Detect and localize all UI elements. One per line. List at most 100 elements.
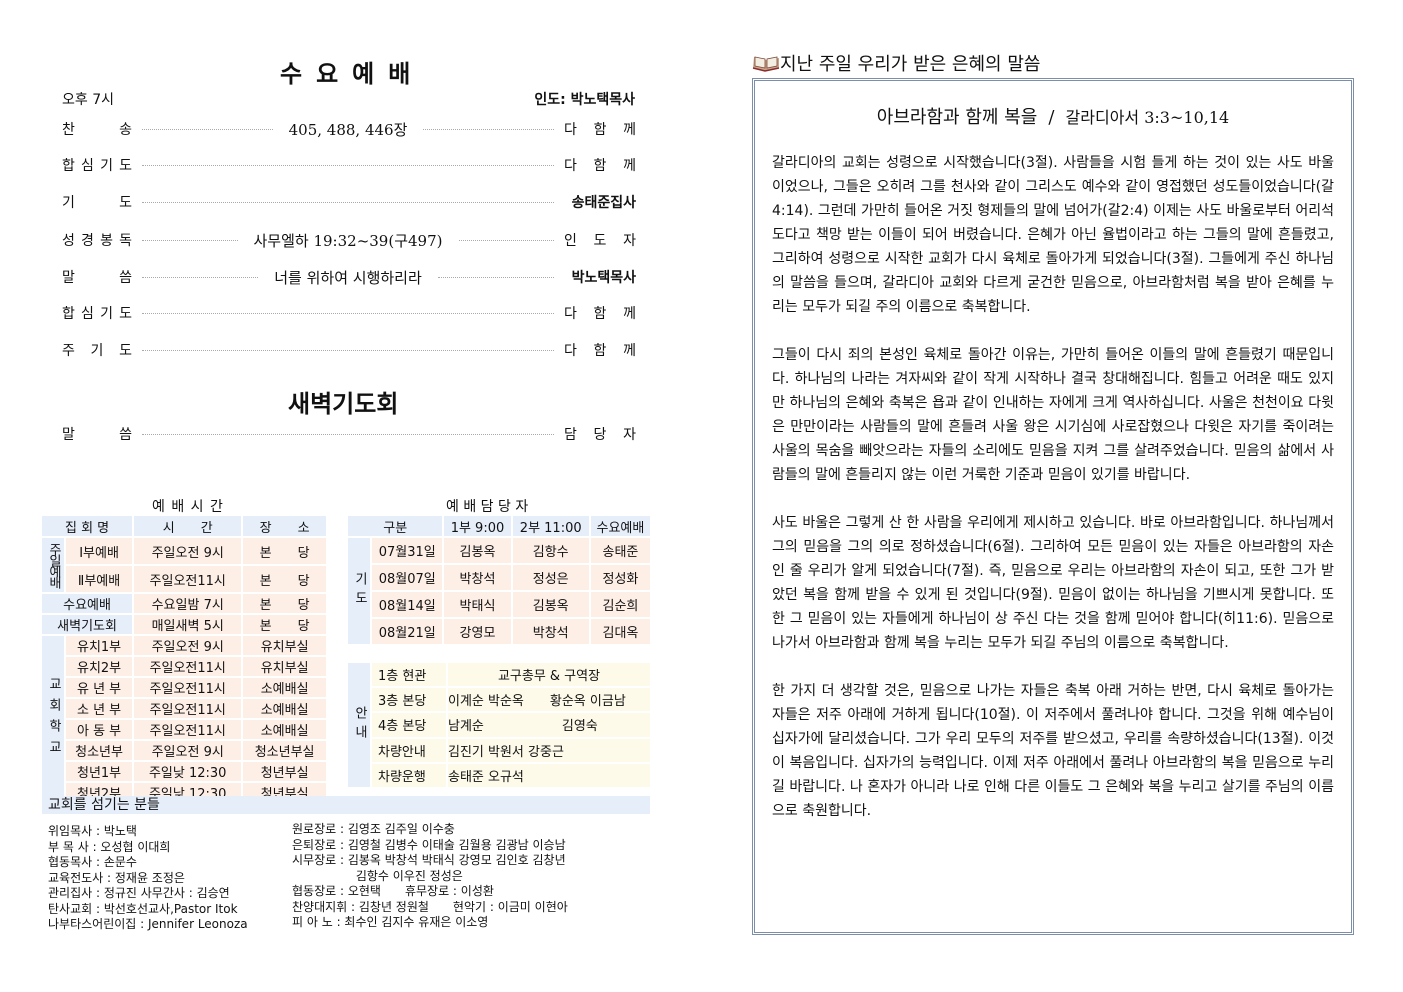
label-char: 께 — [623, 158, 636, 174]
column-header: 구분 — [348, 516, 443, 536]
label-char: 자 — [623, 233, 636, 249]
cell-names: 김진기 박원서 강중근 — [448, 738, 650, 762]
label-char: 씀 — [119, 270, 132, 286]
servant-line: 위임목사 : 박노택 — [48, 824, 137, 838]
table-row: 청년1부 주일낮 12:30 청년부실 — [42, 762, 326, 781]
cell-place: 본 당 — [243, 594, 326, 613]
label-char: 송 — [119, 122, 132, 138]
cell-name: 유치1부 — [66, 636, 133, 655]
schedule-title: 예 배 시 간 — [152, 499, 224, 515]
sermon-paragraph: 그들이 다시 죄의 본성인 육체로 돌아간 이유는, 가만히 들어온 이들의 말… — [772, 347, 1334, 483]
sermon-separator: / — [1048, 107, 1055, 128]
cell-first: 박태식 — [444, 592, 511, 617]
servant-line: 교육전도사 : 정재윤 조정은 — [48, 870, 185, 885]
cell-name: 새벽기도회 — [42, 615, 133, 634]
servant-line: 찬양대지휘 : 김창년 정원철 현악기 : 이금미 이현아 — [292, 899, 568, 914]
column-header: 시 간 — [134, 516, 242, 536]
dotted-leader — [142, 201, 554, 203]
cell-time: 주일오전11시 — [134, 699, 242, 718]
order-content: 405, 488, 446장 — [288, 120, 408, 139]
cell-place: 본 당 — [243, 538, 326, 564]
order-row: 기 도 송태준집사 — [62, 192, 636, 212]
label-char: 께 — [623, 343, 636, 359]
cell-name: 유치2부 — [66, 657, 133, 676]
group-label-guide: 안내 — [348, 663, 370, 787]
table-row: 08월21일 강영모 박창석 김대옥 — [348, 619, 650, 644]
cell-time: 주일오전 9시 — [134, 741, 242, 760]
label-char: 기 — [62, 195, 75, 211]
cell-name: 수요예배 — [42, 594, 133, 613]
label-char: 합 — [62, 158, 75, 174]
order-row: 찬 송 405, 488, 446장 다 함 께 — [62, 119, 636, 139]
label-char: 성 — [62, 233, 75, 249]
cell-place: 유치부실 — [243, 657, 326, 676]
label-char: 심 — [81, 158, 94, 174]
sermon-body: 갈라디아의 교회는 성령으로 시작했습니다(3절). 사람들을 시험 들게 하는… — [772, 151, 1334, 823]
order-content: 너를 위하여 시행하리라 — [274, 268, 422, 287]
cell-name: Ⅱ부예배 — [66, 566, 133, 592]
dotted-leader — [142, 239, 238, 241]
table-row: 주일예배 Ⅰ부예배 주일오전 9시 본 당 — [42, 538, 326, 592]
column-header: 1부 9:00 — [444, 516, 511, 536]
label-char: 다 — [564, 158, 577, 174]
cell-second: 박창석 — [512, 619, 589, 644]
servant-line: 피 아 노 : 최수인 김지수 유재은 이소영 — [292, 915, 489, 929]
sermon-section-title: 지난 주일 우리가 받은 은혜의 말씀 — [780, 54, 1041, 75]
cell-date: 07월31일 — [372, 538, 443, 563]
label-char: 께 — [623, 306, 636, 322]
label-char: 당 — [593, 427, 607, 443]
order-content: 사무엘하 19:32~39(구497) — [253, 231, 443, 250]
cell-time: 주일오전11시 — [134, 720, 242, 739]
label-char: 다 — [564, 306, 577, 322]
sermon-paragraph: 한 가지 더 생각할 것은, 믿음으로 나가는 자들은 축복 아래 거하는 반면… — [772, 683, 1334, 819]
label-char: 담 — [564, 427, 577, 443]
cell-place: 차량안내 — [372, 738, 446, 762]
cell-place: 4층 본당 — [372, 713, 446, 737]
servant-line: 관리집사 : 정규진 사무간사 : 김승연 — [48, 886, 230, 900]
column-header: 장 소 — [243, 516, 326, 536]
label-char: 도 — [119, 343, 132, 359]
table-header-row: 구분 1부 9:00 2부 11:00 수요예배 — [348, 516, 650, 536]
table-row: 안내 1층 현관 교구총무 & 구역장 — [348, 663, 650, 787]
cell-place: 본 당 — [243, 615, 326, 634]
servant-line: 협동장로 : 오현택 휴무장로 : 이성환 — [292, 884, 494, 898]
cell-place: 소예배실 — [243, 720, 326, 739]
cell-name: 청소년부 — [66, 741, 133, 760]
label-char: 씀 — [119, 427, 132, 443]
column-header: 2부 11:00 — [512, 516, 589, 536]
table-row: 차량안내 김진기 박원서 강중근 — [348, 738, 650, 762]
cell-wed: 김대옥 — [590, 619, 650, 644]
table-row: 차량운행 송태준 오규석 — [348, 763, 650, 787]
service-time: 오후 7시 — [62, 92, 114, 108]
sermon-paragraph: 사도 바울은 그렇게 산 한 사람을 우리에게 제시하고 있습니다. 바로 아브… — [772, 515, 1334, 651]
table-row: 유 년 부 주일오전11시 소예배실 — [42, 678, 326, 697]
cell-time: 주일오전11시 — [134, 657, 242, 676]
cell-wed: 송태준 — [590, 538, 650, 563]
table-row: 소 년 부 주일오전11시 소예배실 — [42, 699, 326, 718]
cell-place: 3층 본당 — [372, 688, 446, 712]
group-label-sunday: 주일예배 — [42, 538, 64, 592]
label-char: 주 — [62, 343, 75, 359]
label-char: 경 — [81, 233, 94, 249]
cell-place: 소예배실 — [243, 678, 326, 697]
label-char: 기 — [100, 158, 113, 174]
dawn-title: 새벽기도회 — [288, 389, 399, 418]
cell-second: 김항수 — [512, 538, 589, 563]
group-label-school: 교회학교 — [42, 636, 64, 802]
cell-names: 이계순 박순옥 황순옥 이금남 — [448, 688, 650, 712]
cell-first: 강영모 — [444, 619, 511, 644]
cell-time: 주일오전 9시 — [134, 538, 242, 564]
sermon-heading: 아브라함과 함께 복을 / 갈라디아서 3:3~10,14 — [755, 103, 1351, 129]
